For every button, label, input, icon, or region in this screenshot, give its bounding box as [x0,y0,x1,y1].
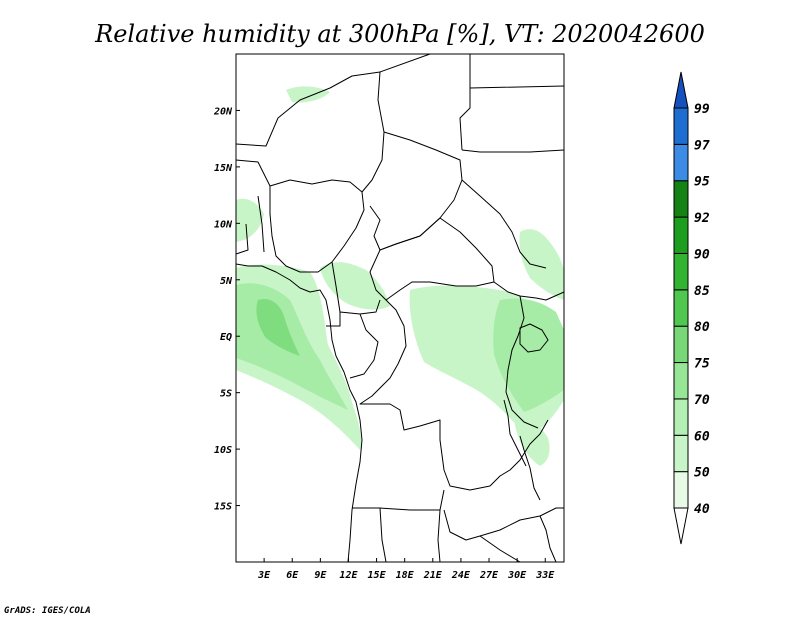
country-borders [235,53,565,563]
colorbar-level-label: 50 [694,466,710,481]
map-frame [235,53,565,563]
colorbar-level-label: 90 [694,247,710,262]
border-southern [379,507,521,563]
humidity-region-sahel-north [286,86,330,103]
border-congo-drc [359,299,549,491]
border-niger-chad [235,71,385,193]
colorbar-level-label: 92 [694,211,710,226]
border-nigeria [269,179,365,273]
y-tick-label: 5S [220,389,232,400]
border-cameroon-gabon [326,261,381,379]
colorbar-swatch [673,143,689,182]
x-tick-label: 33E [535,570,555,581]
border-malawi [519,435,557,563]
border-coastline-west [235,263,363,563]
y-tick-label: EQ [220,332,232,343]
y-tick-label: 15N [214,163,233,174]
colorbar-swatch [673,107,689,145]
humidity-field [236,86,564,466]
y-tick-label: 20N [213,106,233,117]
border-west-africa [235,159,271,255]
x-tick-label: 9E [314,570,327,581]
longitude-axis: 3E 6E 9E 12E 15E 18E 21E 24E 27E 30E 33E [257,558,555,581]
x-tick-label: 21E [423,570,443,581]
x-tick-label: 12E [339,570,358,581]
humidity-region-west-coast [236,198,264,242]
colorbar-level-label: 97 [694,138,710,153]
colorbar-swatch [673,252,689,291]
border-libya-egypt [459,54,565,151]
humidity-region-coast-peak [256,298,300,356]
x-tick-label: 24E [451,570,471,581]
humidity-region-uganda [519,229,564,300]
x-tick-label: 27E [479,570,499,581]
colorbar-swatch [673,289,689,327]
x-tick-label: 18E [396,570,415,581]
border-lake-victoria [519,323,549,353]
border-angola-zambia [352,489,564,541]
y-tick-label: 15S [214,502,232,513]
y-tick-label: 10S [214,445,232,456]
border-sudan [461,149,565,269]
colorbar-level-label: 99 [694,102,710,117]
colorbar-swatch [673,216,689,254]
colorbar-swatch [673,434,689,473]
y-tick-label: 10N [214,219,233,230]
colorbar-level-label: 95 [694,175,710,190]
colorbar-level-label: 80 [694,320,710,335]
colorbar-underflow-triangle [673,507,689,545]
x-tick-label: 3E [257,570,271,581]
colorbar-legend: 40 50 60 70 75 80 85 90 92 95 97 99 [673,71,710,545]
map-panel: 3E 6E 9E 12E 15E 18E 21E 24E 27E 30E 33E 20N 15N 10N… [213,53,565,581]
colorbar-level-label: 75 [694,357,710,372]
colorbar-level-label: 40 [694,502,710,517]
colorbar-swatch [673,180,689,218]
colorbar-swatch [673,362,689,400]
colorbar-overflow-triangle [673,71,689,109]
border-east-lakes [493,281,565,429]
colorbar-swatch [673,325,689,364]
x-tick-label: 6E [286,570,299,581]
x-tick-label: 30E [507,570,527,581]
border-car [369,217,495,301]
colorbar-swatch [673,398,689,436]
grads-credit: GrADS: IGES/COLA [4,606,91,616]
humidity-region-cameroon-patches [320,262,390,310]
humidity-region-east-africa [493,298,564,412]
colorbar-level-label: 85 [694,284,710,299]
colorbar-level-label: 60 [694,429,710,444]
latitude-axis: 20N 15N 10N 5N EQ 5S 10S 15S [213,106,240,513]
colorbar-swatch [673,471,689,509]
x-tick-label: 15E [368,570,387,581]
border-lake-tanganyika [503,399,527,467]
colorbar-level-label: 70 [694,393,710,408]
map-title: Relative humidity at 300hPa [%], VT: 202… [94,20,705,48]
y-tick-label: 5N [220,276,233,287]
